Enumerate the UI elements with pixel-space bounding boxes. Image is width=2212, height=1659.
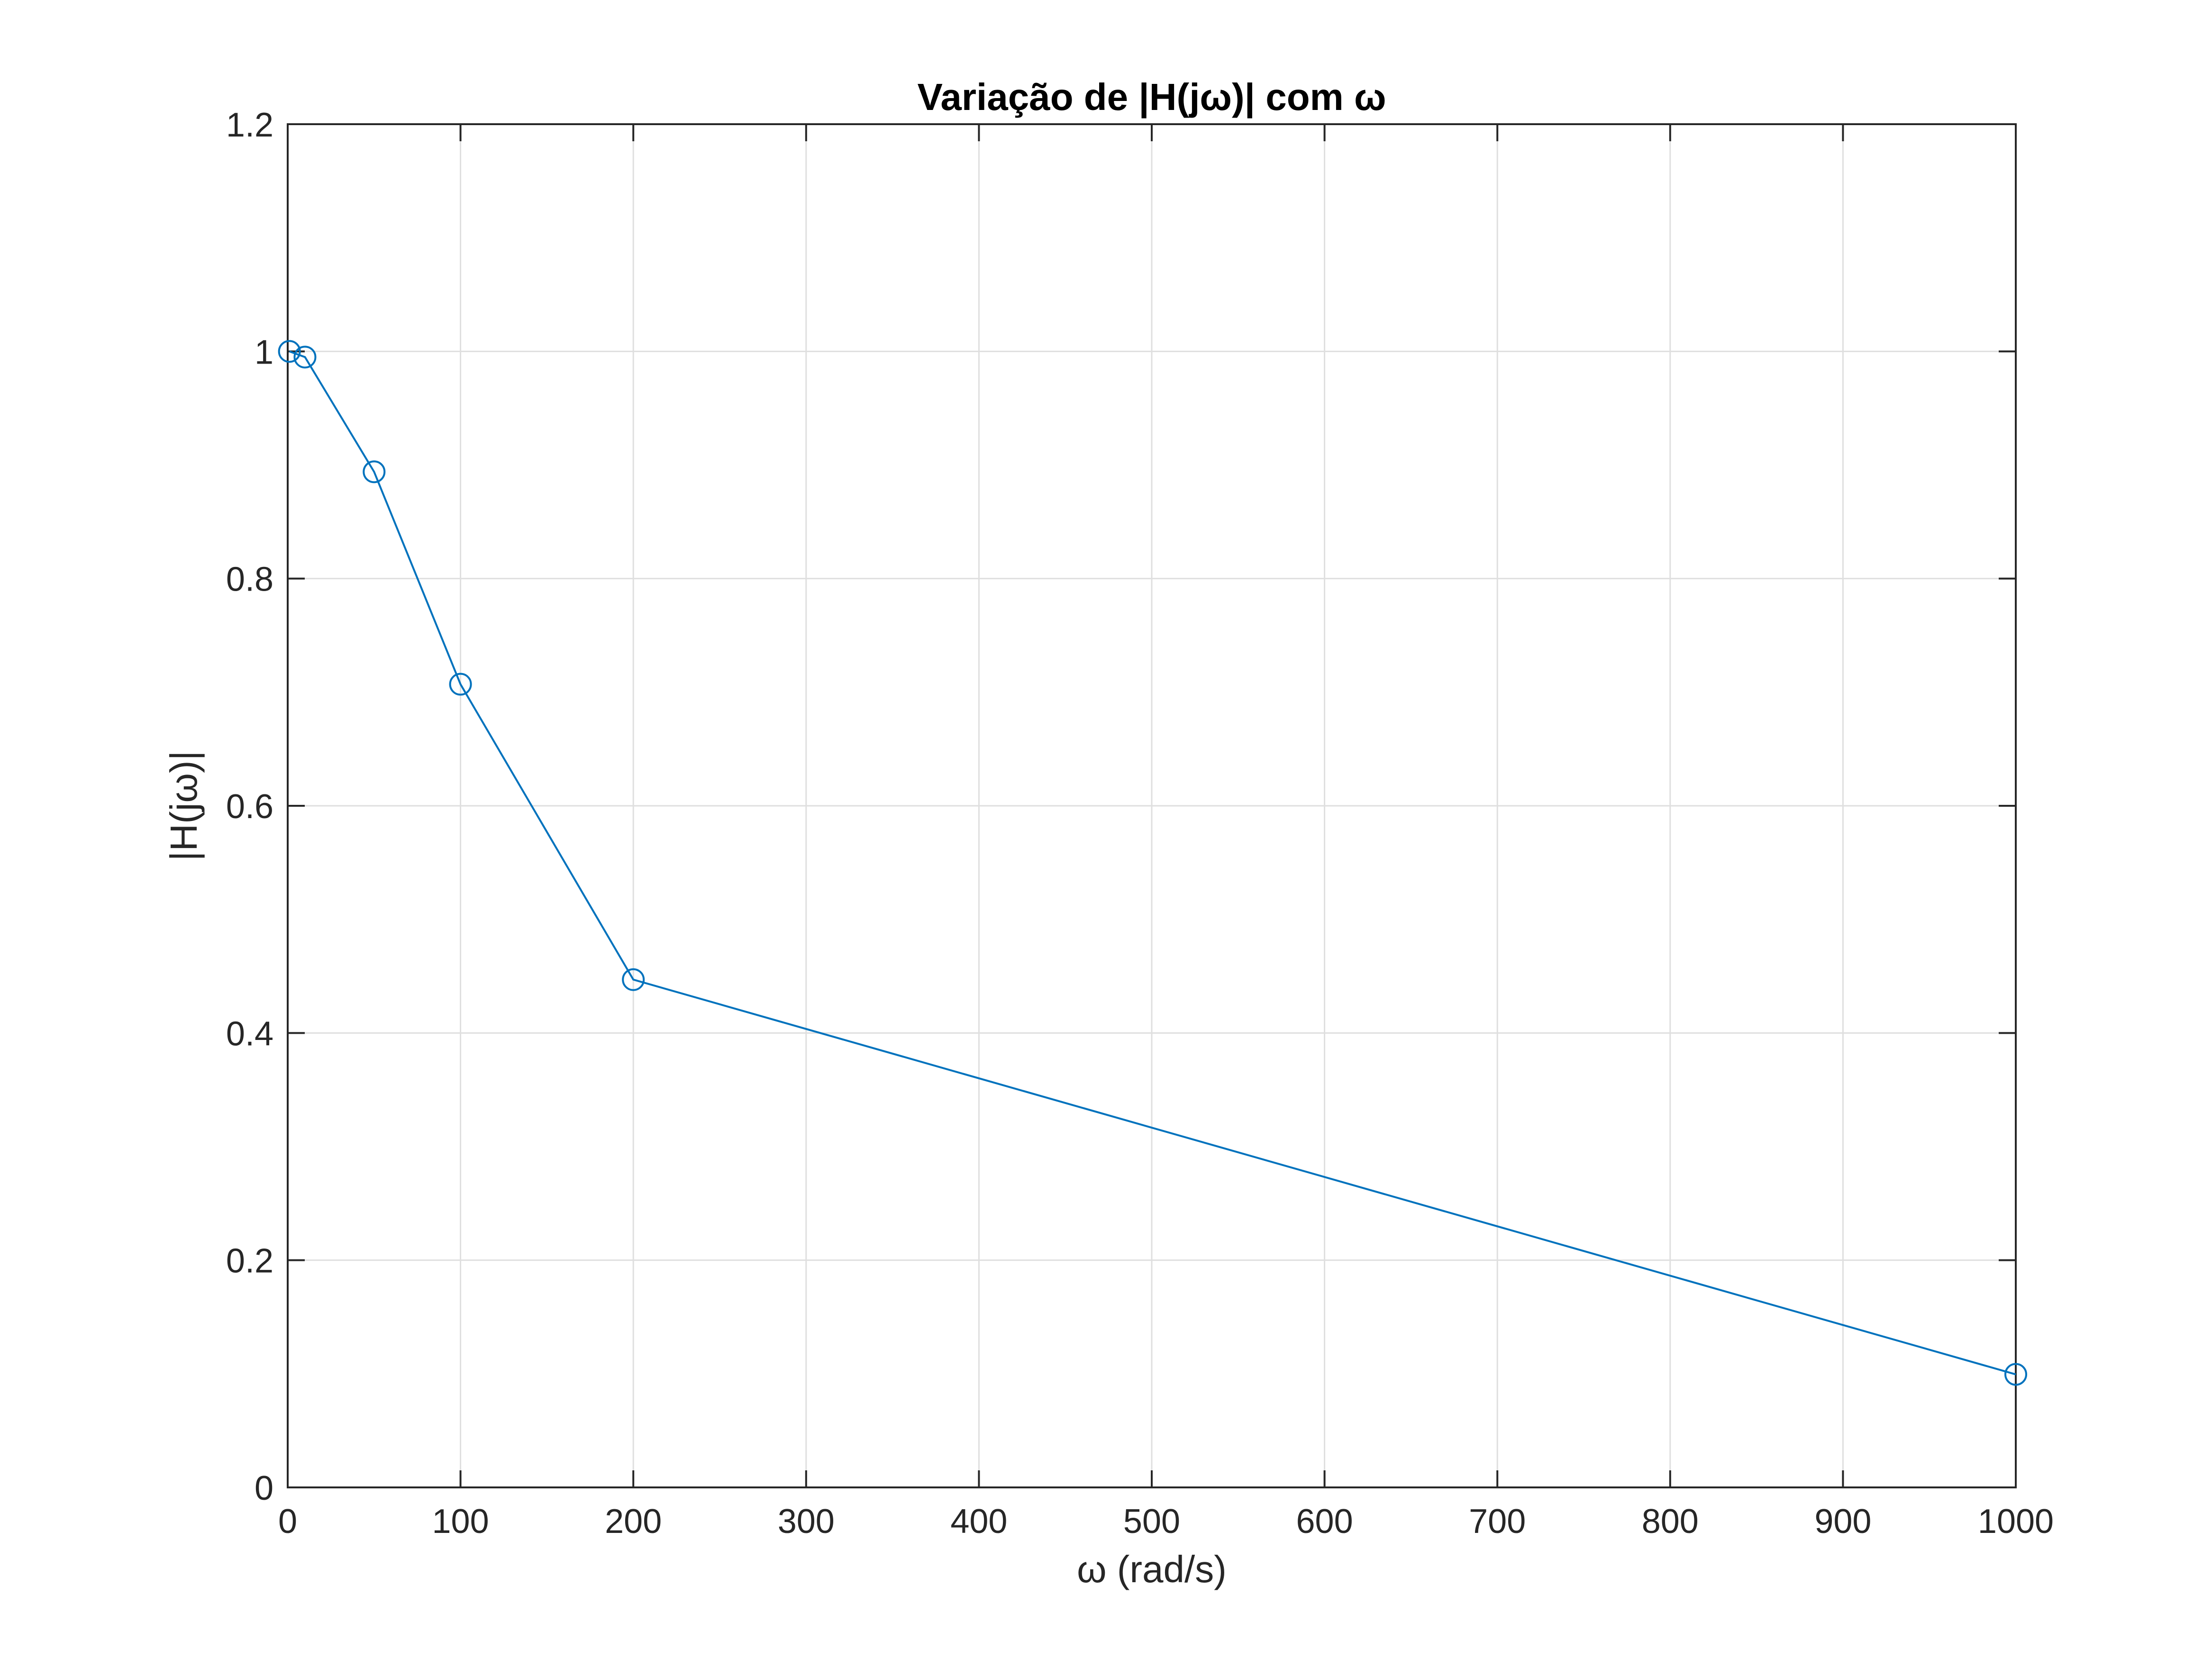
- y-tick-label: 0.6: [226, 788, 273, 826]
- x-tick-label: 100: [432, 1503, 489, 1540]
- y-tick-label: 0.8: [226, 561, 273, 599]
- x-axis-label: ω (rad/s): [1077, 1548, 1227, 1590]
- x-tick-label: 0: [278, 1503, 297, 1540]
- x-tick-label: 500: [1123, 1503, 1180, 1540]
- y-tick-label: 0.4: [226, 1015, 273, 1053]
- y-tick-label: 1.2: [226, 106, 273, 144]
- y-tick-label: 0.2: [226, 1242, 273, 1280]
- x-tick-label: 900: [1814, 1503, 1871, 1540]
- y-tick-label: 1: [255, 333, 273, 371]
- x-tick-label: 400: [950, 1503, 1007, 1540]
- x-tick-label: 200: [605, 1503, 662, 1540]
- x-tick-label: 300: [778, 1503, 835, 1540]
- y-tick-label: 0: [255, 1469, 273, 1507]
- x-tick-label: 800: [1642, 1503, 1699, 1540]
- chart-title: Variação de |H(jω)| com ω: [917, 76, 1386, 118]
- x-tick-label: 700: [1469, 1503, 1526, 1540]
- y-axis-label: |H(jω)|: [163, 751, 205, 861]
- x-tick-label: 1000: [1978, 1503, 2054, 1540]
- x-tick-label: 600: [1296, 1503, 1353, 1540]
